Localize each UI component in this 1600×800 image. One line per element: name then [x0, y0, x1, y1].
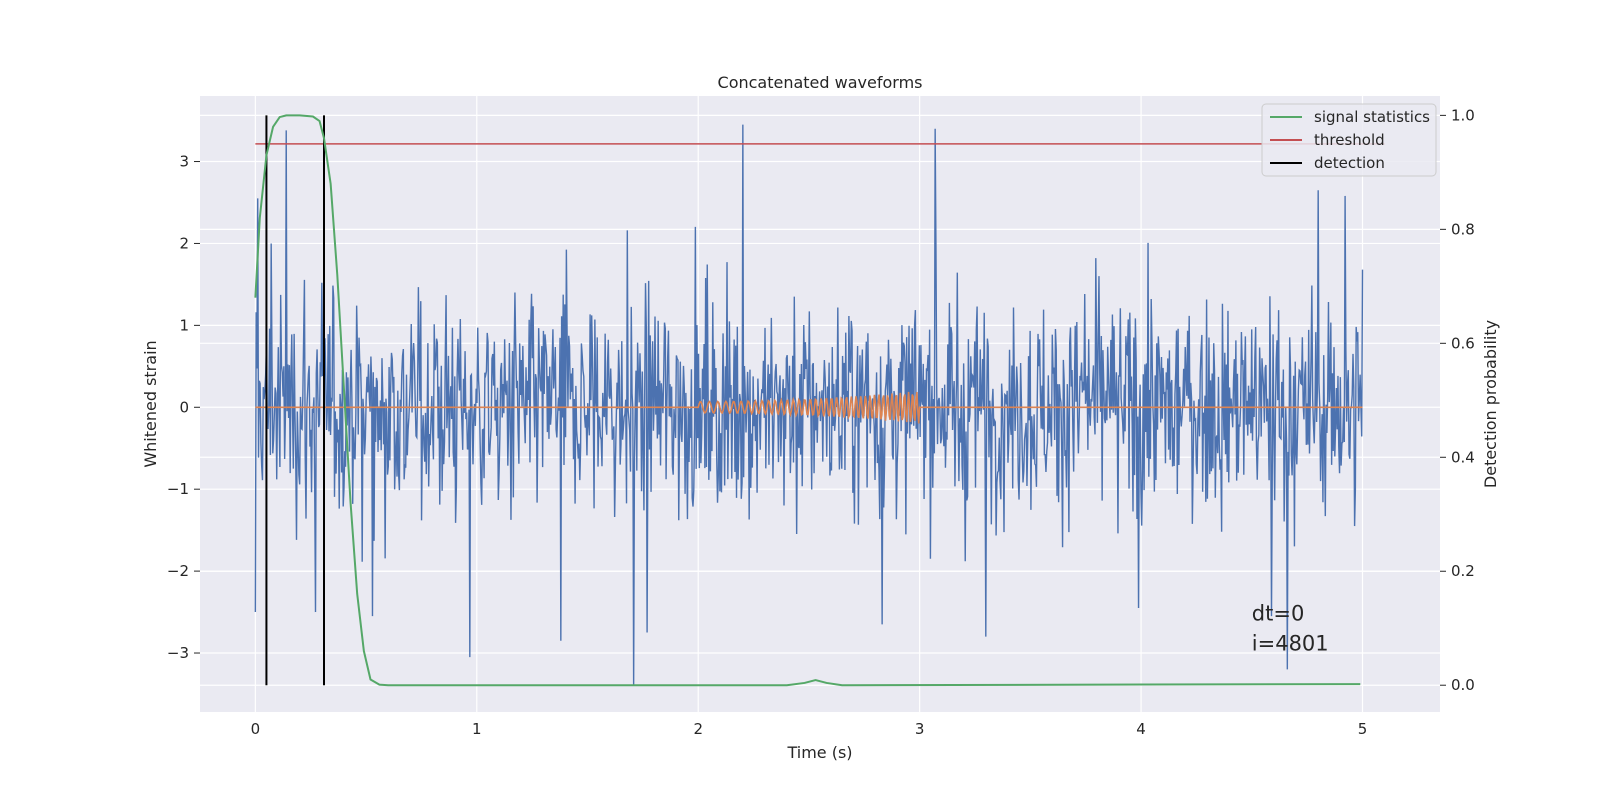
x-tick-label: 4 [1136, 720, 1146, 738]
legend-label-threshold: threshold [1314, 131, 1385, 149]
y2-tick-label: 0.8 [1451, 220, 1475, 238]
signal-statistics-series [254, 114, 1361, 687]
y2-axis-label: Detection probability [1481, 320, 1500, 488]
axis-ticks: 0 1 2 3 4 5 −3 −2 −1 0 1 2 3 0.0 0.2 0.4 0.6 0.8 1.0 [167, 106, 1475, 738]
x-tick-label: 1 [472, 720, 482, 738]
y-tick-label: 2 [179, 234, 189, 252]
chirp-line [255, 391, 1363, 424]
x-tick-label: 2 [693, 720, 703, 738]
y-tick-label: 3 [179, 153, 189, 171]
legend: signal statistics threshold detection [1261, 103, 1437, 177]
chart-title: Concatenated waveforms [718, 73, 923, 92]
y-tick-label: 0 [179, 398, 189, 416]
x-axis-label: Time (s) [786, 743, 852, 762]
y2-tick-label: 0.0 [1451, 676, 1475, 694]
annotation: dt=0 i=4801 [1252, 601, 1329, 655]
legend-label-detection: detection [1314, 154, 1385, 172]
detection-series [265, 115, 325, 686]
y-tick-label: 1 [179, 316, 189, 334]
annotation-line-2: i=4801 [1252, 631, 1329, 655]
y-axis-label: Whitened strain [141, 340, 160, 467]
x-tick-label: 5 [1358, 720, 1368, 738]
y2-tick-label: 0.4 [1451, 448, 1475, 466]
y-tick-label: −2 [167, 562, 189, 580]
noise-line [254, 124, 1364, 686]
y2-tick-label: 1.0 [1451, 106, 1475, 124]
y2-tick-label: 0.6 [1451, 334, 1475, 352]
y2-tick-label: 0.2 [1451, 562, 1475, 580]
x-tick-label: 3 [915, 720, 925, 738]
x-tick-label: 0 [251, 720, 261, 738]
signal-statistics-line [254, 114, 1361, 687]
legend-box [1261, 103, 1437, 177]
legend-label-signal-statistics: signal statistics [1314, 108, 1430, 126]
y-tick-label: −1 [167, 480, 189, 498]
annotation-line-1: dt=0 [1252, 601, 1305, 625]
noise-series [254, 124, 1364, 686]
chirp-series [255, 391, 1363, 424]
y-tick-label: −3 [167, 644, 189, 662]
